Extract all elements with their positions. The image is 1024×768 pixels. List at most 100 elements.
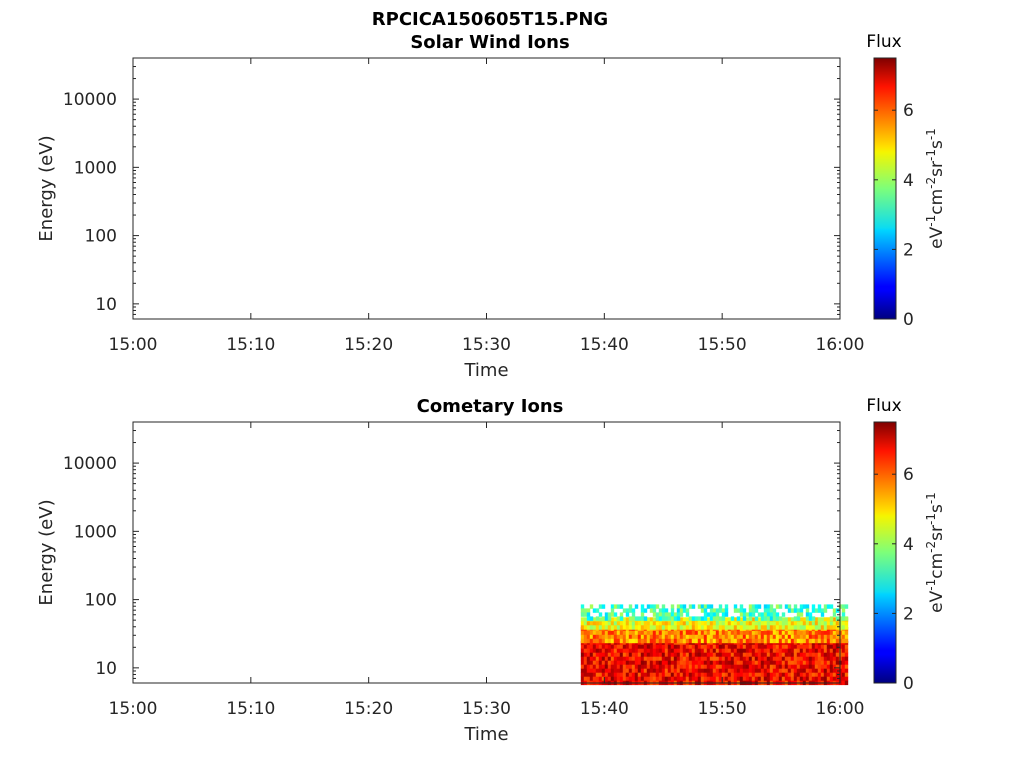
flux-cell <box>823 634 828 640</box>
flux-cell <box>610 668 615 674</box>
flux-cell <box>673 630 678 636</box>
flux-cell <box>805 664 810 670</box>
flux-cell <box>595 648 600 654</box>
flux-cell <box>613 664 618 670</box>
flux-cell <box>844 630 849 636</box>
flux-cell <box>805 656 810 662</box>
flux-cell <box>841 680 846 686</box>
flux-cell <box>679 676 684 682</box>
flux-cell <box>736 672 741 678</box>
flux-cell <box>706 656 711 662</box>
flux-cell <box>661 625 666 630</box>
flux-cell <box>682 644 687 650</box>
flux-cell <box>784 656 789 662</box>
flux-cell <box>772 630 777 636</box>
flux-cell <box>823 638 828 644</box>
flux-cell <box>697 634 702 640</box>
flux-cell <box>583 612 588 617</box>
flux-cell <box>637 664 642 670</box>
flux-cell <box>745 621 750 626</box>
flux-cell <box>613 604 618 609</box>
flux-cell <box>688 634 693 640</box>
flux-cell <box>700 664 705 670</box>
flux-cell <box>595 660 600 666</box>
flux-cell <box>652 617 657 622</box>
flux-cell <box>625 648 630 654</box>
flux-cell <box>694 616 699 621</box>
flux-cell <box>817 630 822 636</box>
colorbar-tick-label: 6 <box>903 465 914 485</box>
flux-cell <box>643 648 648 654</box>
flux-cell <box>787 676 792 682</box>
flux-cell <box>643 668 648 674</box>
flux-cell <box>634 621 639 626</box>
flux-cell <box>766 660 771 666</box>
flux-cell <box>793 668 798 674</box>
flux-cell <box>616 604 621 609</box>
flux-cell <box>781 648 786 654</box>
flux-cell <box>736 668 741 674</box>
flux-cell <box>832 621 837 626</box>
flux-cell <box>832 656 837 662</box>
flux-cell <box>673 616 678 621</box>
flux-cell <box>829 644 834 650</box>
flux-cell <box>757 634 762 640</box>
flux-cell <box>709 616 714 621</box>
flux-cell <box>640 652 645 658</box>
flux-cell <box>652 656 657 662</box>
flux-cell <box>640 676 645 682</box>
flux-cell <box>760 616 765 621</box>
flux-cell <box>676 630 681 636</box>
flux-cell <box>823 668 828 674</box>
flux-cell <box>826 656 831 662</box>
flux-cell <box>703 616 708 621</box>
flux-cell <box>700 608 705 613</box>
flux-cell <box>616 644 621 650</box>
flux-cell <box>829 652 834 658</box>
flux-cell <box>682 672 687 678</box>
flux-cell <box>760 656 765 662</box>
flux-cell <box>841 616 846 621</box>
flux-cell <box>769 630 774 636</box>
flux-cell <box>628 621 633 626</box>
flux-cell <box>736 625 741 630</box>
flux-cell <box>583 630 588 636</box>
flux-cell <box>787 668 792 674</box>
flux-cell <box>586 648 591 654</box>
flux-cell <box>811 625 816 630</box>
flux-cell <box>703 608 708 613</box>
flux-cell <box>646 668 651 674</box>
flux-cell <box>772 664 777 670</box>
flux-cell <box>832 634 837 640</box>
flux-cell <box>589 660 594 666</box>
flux-cell <box>697 638 702 644</box>
flux-cell <box>739 612 744 617</box>
flux-cell <box>763 668 768 674</box>
colorbar-label: eV-1cm-2sr-1s-1 <box>924 492 947 613</box>
flux-cell <box>649 625 654 630</box>
flux-cell <box>583 617 588 622</box>
flux-cell <box>715 656 720 662</box>
flux-cell <box>619 638 624 644</box>
flux-cell <box>739 664 744 670</box>
flux-cell <box>703 656 708 662</box>
flux-cell <box>676 660 681 666</box>
flux-cell <box>766 608 771 613</box>
flux-cell <box>634 630 639 636</box>
flux-cell <box>799 630 804 636</box>
flux-cell <box>844 668 849 674</box>
flux-cell <box>826 604 831 609</box>
flux-cell <box>622 644 627 650</box>
flux-cell <box>715 672 720 678</box>
flux-cell <box>652 668 657 674</box>
flux-cell <box>589 638 594 644</box>
flux-cell <box>694 664 699 670</box>
flux-cell <box>604 668 609 674</box>
flux-cell <box>640 616 645 621</box>
flux-cell <box>634 672 639 678</box>
flux-cell <box>586 672 591 678</box>
flux-cell <box>583 672 588 678</box>
flux-cell <box>751 644 756 650</box>
flux-cell <box>706 638 711 644</box>
flux-cell <box>721 644 726 650</box>
